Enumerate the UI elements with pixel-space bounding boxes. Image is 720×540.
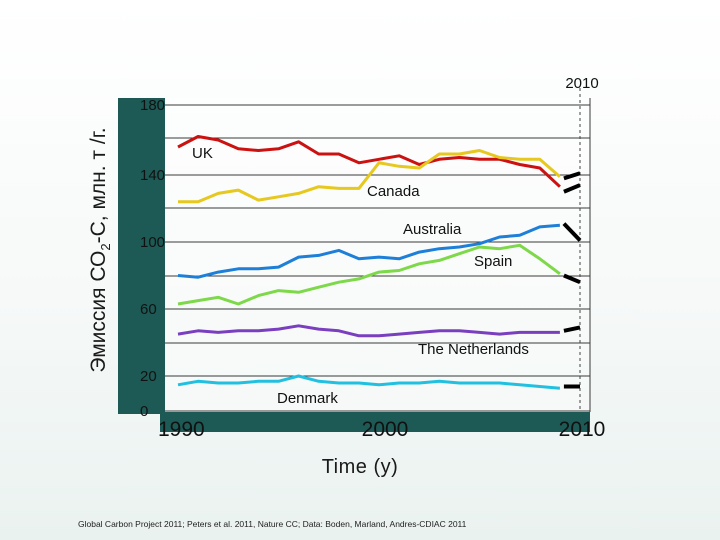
projection-segment [563,171,581,181]
y-axis-label-prefix: Эмиссия СО [86,250,110,373]
series-label: Australia [403,221,462,238]
series-line-spain [177,243,561,306]
y-axis-label-wrap: Эмиссия СО2-С, млн. т /г. [80,70,120,430]
y-tick-label: 180 [140,97,165,114]
y-axis-band [118,98,165,414]
y-axis-label: Эмиссия СО2-С, млн. т /г. [87,127,113,372]
y-tick-label: 100 [140,234,165,251]
series-label: Canada [367,183,420,200]
series-line-australia [177,223,561,279]
projection-segment [563,325,581,333]
y-tick-label: 140 [140,167,165,184]
series-line-canada [178,149,561,204]
y-tick-label: 0 [140,403,148,420]
series-line-uk [177,135,561,188]
x-axis-title: Time (y) [321,456,399,478]
y-tick-label: 20 [140,368,157,385]
series-label: UK [192,145,213,162]
y-tick-label: 60 [140,301,157,318]
x-axis-band [160,412,590,432]
x-tick-label: 2010 [559,418,606,441]
source-citation: Global Carbon Project 2011; Peters et al… [78,519,467,529]
y-axis-label-suffix: -С, млн. т /г. [86,127,110,244]
series-label: Denmark [277,390,338,407]
series-label: The Netherlands [418,341,529,358]
year-2010-marker-label: 2010 [565,75,598,92]
plot-area [165,98,590,412]
x-tick-label: 1990 [158,418,205,441]
y-axis-label-subscript: 2 [98,243,114,251]
series-label: Spain [474,253,512,270]
x-tick-label: 2000 [362,418,409,441]
projection-segment [563,183,581,194]
projection-segment [563,273,581,285]
series-line-the-netherlands [177,324,560,338]
projection-segment [562,222,582,242]
series-line-denmark [177,374,561,390]
